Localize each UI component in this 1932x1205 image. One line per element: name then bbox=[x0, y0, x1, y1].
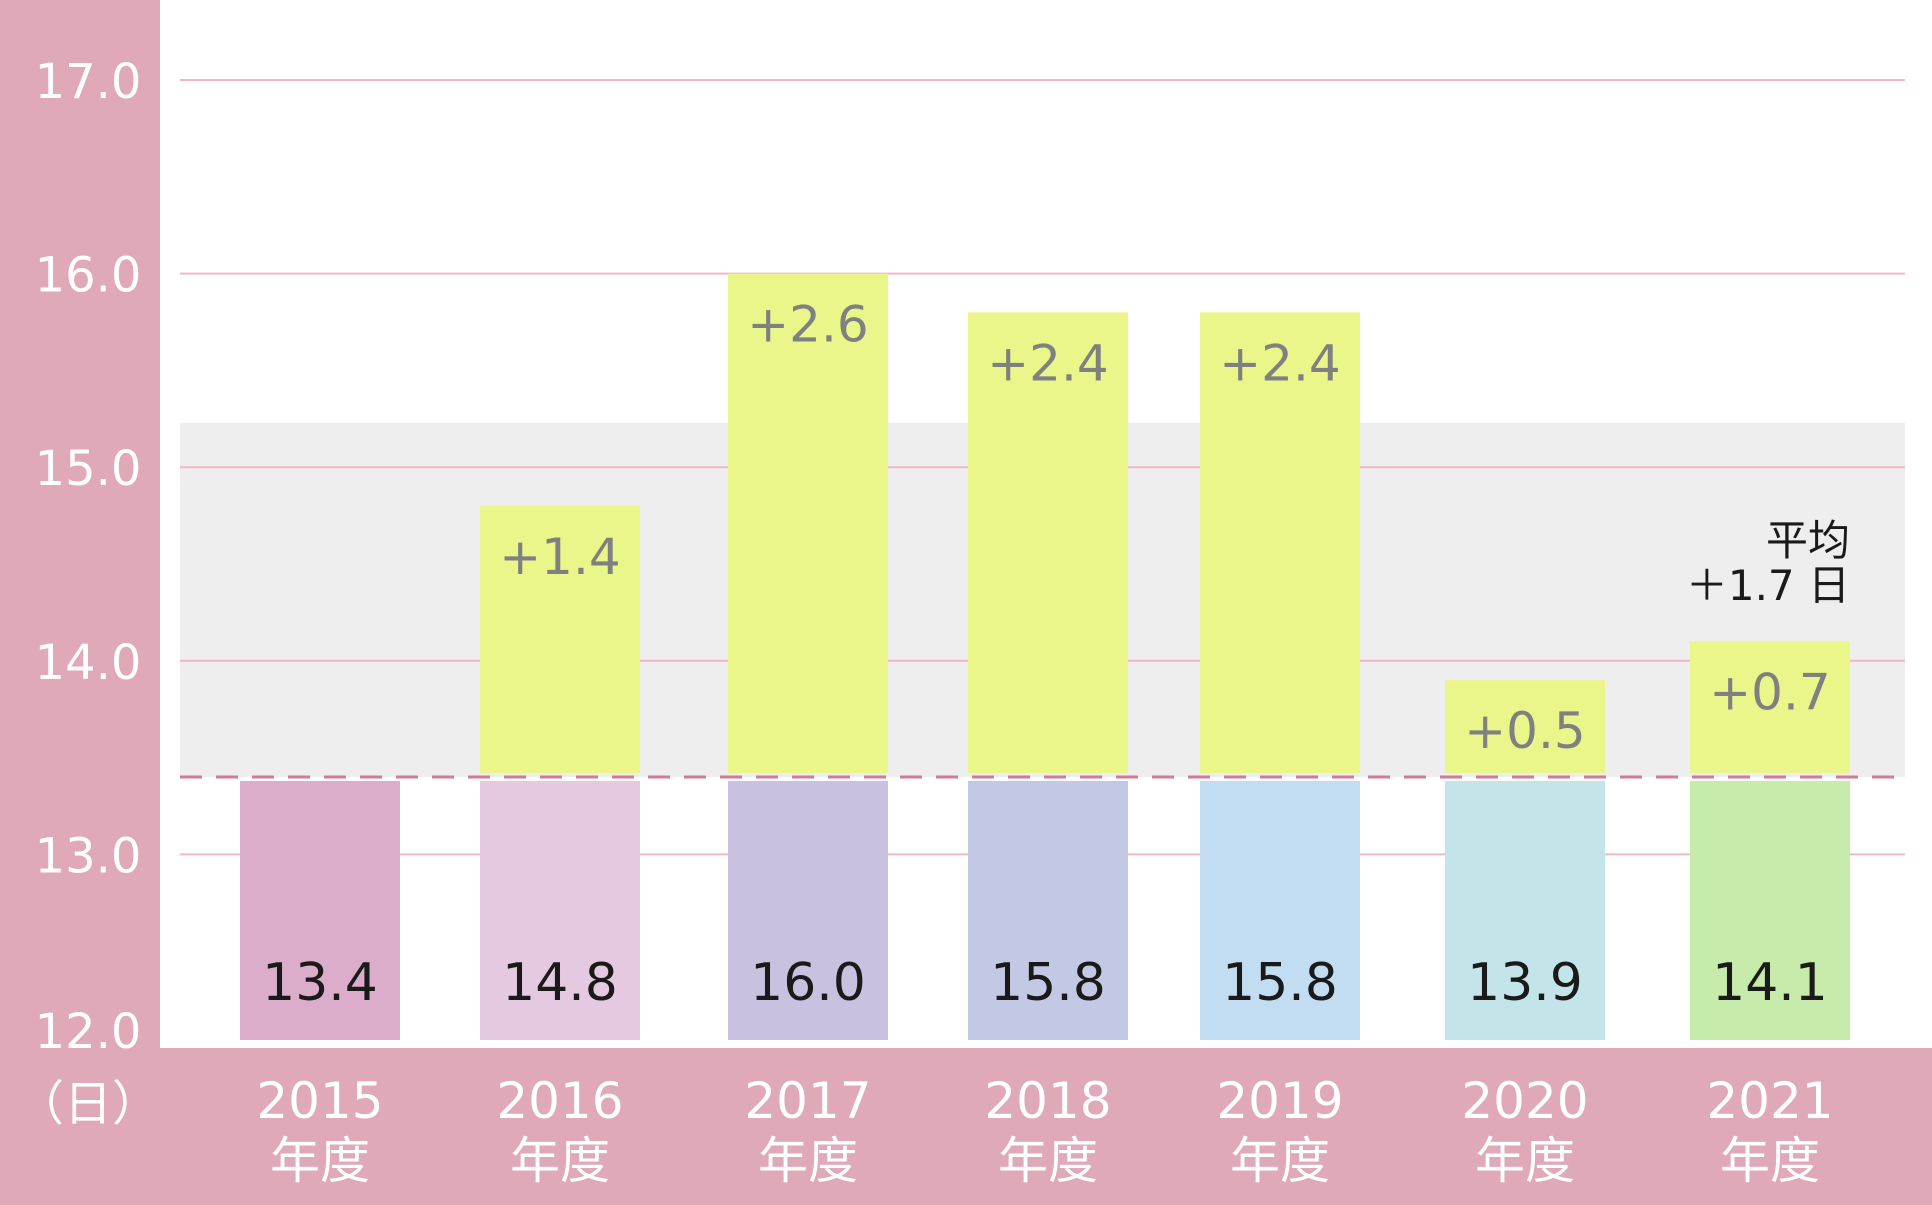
increase-bar bbox=[968, 312, 1128, 773]
y-tick-label: 14.0 bbox=[35, 635, 142, 691]
increase-bar bbox=[728, 273, 888, 773]
x-category-suffix: 年度 bbox=[270, 1132, 370, 1190]
base-bar bbox=[968, 780, 1128, 1040]
x-category-year: 2016 bbox=[496, 1072, 623, 1130]
value-label: 13.9 bbox=[1467, 953, 1583, 1013]
increase-label: +1.4 bbox=[499, 528, 620, 586]
value-label: 13.4 bbox=[262, 953, 378, 1013]
increase-bar bbox=[1690, 641, 1850, 773]
base-bar bbox=[480, 780, 640, 1040]
x-category-year: 2020 bbox=[1461, 1072, 1588, 1130]
x-category-year: 2021 bbox=[1706, 1072, 1833, 1130]
x-category-year: 2018 bbox=[984, 1072, 1111, 1130]
x-category-suffix: 年度 bbox=[1475, 1132, 1575, 1190]
increase-bar bbox=[480, 505, 640, 773]
y-tick-label: 12.0 bbox=[35, 1004, 142, 1060]
x-category-suffix: 年度 bbox=[510, 1132, 610, 1190]
x-category-suffix: 年度 bbox=[998, 1132, 1098, 1190]
increase-label: +2.4 bbox=[1219, 334, 1340, 392]
base-bar bbox=[1690, 780, 1850, 1040]
x-category-year: 2017 bbox=[744, 1072, 871, 1130]
x-category-suffix: 年度 bbox=[758, 1132, 858, 1190]
base-bar bbox=[1200, 780, 1360, 1040]
value-label: 14.8 bbox=[502, 953, 618, 1013]
x-category-year: 2015 bbox=[256, 1072, 383, 1130]
x-category-suffix: 年度 bbox=[1720, 1132, 1820, 1190]
increase-label: +0.7 bbox=[1709, 663, 1830, 721]
increase-label: +2.6 bbox=[747, 296, 868, 354]
y-tick-label: 17.0 bbox=[35, 54, 142, 110]
base-bar bbox=[728, 780, 888, 1040]
value-label: 15.8 bbox=[1222, 953, 1338, 1013]
base-bar bbox=[1445, 780, 1605, 1040]
y-tick-label: 13.0 bbox=[35, 828, 142, 884]
increase-bar bbox=[1445, 680, 1605, 773]
value-label: 15.8 bbox=[990, 953, 1106, 1013]
value-label: 16.0 bbox=[750, 953, 866, 1013]
y-tick-label: 16.0 bbox=[35, 248, 142, 304]
x-category-year: 2019 bbox=[1216, 1072, 1343, 1130]
base-bar bbox=[240, 780, 400, 1040]
increase-bar bbox=[1200, 312, 1360, 773]
x-category-suffix: 年度 bbox=[1230, 1132, 1330, 1190]
average-annotation-value: ＋1.7 日 bbox=[1686, 561, 1850, 610]
y-tick-label: 15.0 bbox=[35, 441, 142, 497]
value-label: 14.1 bbox=[1712, 953, 1828, 1013]
y-unit-label: （日） bbox=[16, 1076, 160, 1132]
average-annotation-title: 平均 bbox=[1766, 516, 1850, 565]
increase-label: +0.5 bbox=[1464, 702, 1585, 760]
increase-label: +2.4 bbox=[987, 334, 1108, 392]
